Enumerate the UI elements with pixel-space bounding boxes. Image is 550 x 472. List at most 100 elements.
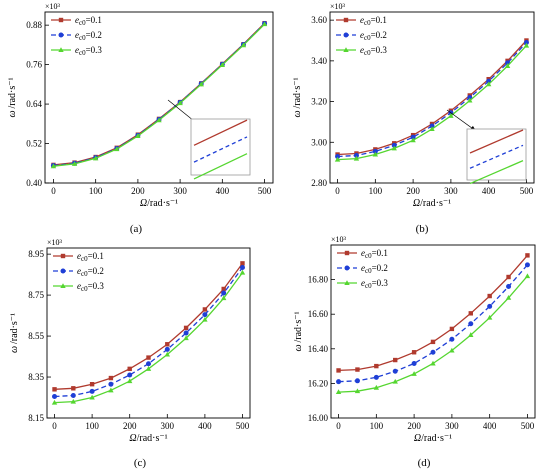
data-point [135,133,141,138]
data-point [524,273,531,279]
legend-label-1: ec0=0.2 [77,266,104,278]
data-point [108,387,114,393]
data-point [487,293,492,299]
panel-label: (b) [416,223,429,235]
data-point [239,269,246,275]
data-point [449,336,455,342]
y-multiplier: ×10³ [45,2,61,11]
legend-label-sub: c0 [364,49,371,57]
y-axis-unit: /rad·s⁻¹ [293,311,304,342]
data-point [89,388,95,394]
legend-marker-2 [58,47,64,52]
chart-panel-3: 16.00 16.20 16.40 16.60 16.80 0 100 200 300 400 50… [293,235,536,469]
legend-label-value: =0.2 [371,30,387,40]
data-point [52,387,57,392]
legend-label-2: ec0=0.3 [360,45,387,57]
data-point [467,97,473,103]
data-point [430,360,436,366]
legend-label-value: =0.2 [372,263,388,273]
data-point [468,332,474,337]
legend-label-main: e [77,281,81,291]
data-point [50,163,57,169]
y-multiplier: ×10³ [330,2,346,11]
y-axis-label: ω/rad·s⁻¹ [293,311,304,351]
y-axis-symbol: ω [9,346,20,353]
data-point [524,262,530,268]
legend-label-0: ec0=0.1 [75,15,102,27]
legend-marker-2 [343,47,349,52]
data-point [261,21,268,27]
inset-box [190,118,251,176]
legend-label-main: e [361,263,365,273]
data-point [468,311,473,316]
x-tick-label: 0 [336,421,341,431]
legend-label-1: ec0=0.2 [360,30,387,42]
data-point [198,81,204,87]
data-point [393,357,398,363]
x-tick-label: 500 [521,421,535,431]
series-line-1 [54,267,244,398]
chart-panel-2: 8.15 8.35 8.55 8.75 8.95 0 100 200 300 400 500 ×10³… [9,238,251,469]
x-tick-label: 100 [85,421,99,431]
legend-label-sub: c0 [79,19,86,27]
x-axis-unit: /rad·s⁻¹ [137,433,168,444]
data-point [525,253,530,258]
legend-label-value: =0.3 [86,45,103,55]
legend-label-1: ec0=0.2 [75,30,102,42]
legend-marker-0 [58,17,64,23]
legend-label-main: e [360,15,364,25]
legend-label-value: =0.3 [88,281,105,291]
x-tick-label: 500 [236,421,250,431]
y-tick-label: 16.20 [308,378,329,388]
legend-marker-0 [344,250,350,256]
legend-marker-1 [60,268,66,274]
data-point [392,378,398,384]
data-point [71,161,78,166]
data-point [391,142,397,148]
y-tick-label: 16.60 [308,309,329,319]
data-point [183,325,189,331]
legend-label-value: =0.2 [86,30,102,40]
x-axis-unit: /rad·s⁻¹ [421,433,452,444]
data-point [89,382,95,387]
legend-label-0: ec0=0.1 [361,248,388,260]
data-point [334,156,341,162]
legend-label-main: e [75,15,79,25]
y-tick-label: 8.55 [28,331,44,341]
data-point [221,290,227,296]
y-multiplier: ×10³ [47,238,63,247]
data-point [164,351,170,357]
data-point [127,372,133,378]
data-point [430,339,436,345]
data-point [108,381,114,387]
y-axis-symbol: ω [293,344,304,351]
y-tick-label: 16.40 [308,344,329,354]
y-tick-label: 0.88 [26,20,42,30]
legend-label-value: =0.2 [88,266,104,276]
data-point [354,378,360,384]
legend-marker-1 [58,32,64,38]
legend-label-sub: c0 [365,282,372,290]
data-point [411,371,417,376]
data-point [219,62,226,67]
data-point [127,378,133,384]
legend-label-main: e [360,30,364,40]
data-point [183,330,189,336]
data-point [355,367,360,372]
data-point [221,286,226,292]
x-tick-label: 300 [161,421,175,431]
x-tick-label: 500 [520,186,534,196]
data-point [373,384,380,390]
y-tick-label: 0.64 [26,99,42,109]
y-tick-label: 3.00 [311,137,327,147]
data-point [523,40,529,46]
data-point [448,113,454,118]
y-axis-label: ω/rad·s⁻¹ [9,313,20,353]
data-point [391,145,397,151]
x-tick-label: 300 [445,421,459,431]
data-point [505,294,512,300]
x-tick-label: 200 [406,186,420,196]
x-axis-unit: /rad·s⁻¹ [147,198,178,209]
data-point [373,374,379,380]
x-tick-label: 300 [173,186,187,196]
